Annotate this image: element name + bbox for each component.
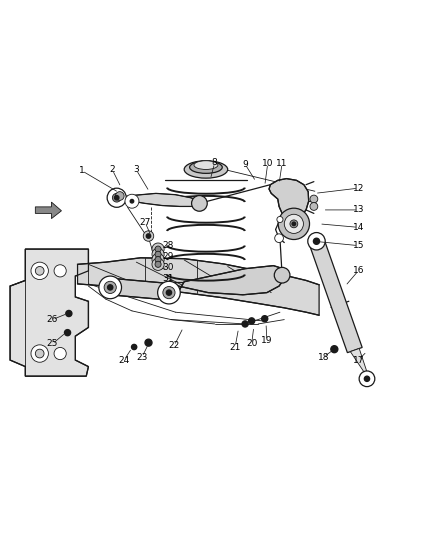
Circle shape	[290, 220, 298, 228]
Circle shape	[54, 348, 66, 360]
Circle shape	[31, 345, 48, 362]
Circle shape	[155, 261, 161, 268]
Ellipse shape	[190, 161, 222, 173]
Circle shape	[130, 199, 134, 203]
Circle shape	[115, 196, 119, 200]
Circle shape	[155, 246, 161, 252]
Circle shape	[314, 238, 320, 244]
Circle shape	[125, 194, 139, 208]
Circle shape	[131, 344, 137, 350]
Text: 23: 23	[136, 352, 148, 361]
Circle shape	[284, 214, 304, 233]
Text: 17: 17	[353, 356, 364, 365]
Circle shape	[146, 234, 151, 238]
Circle shape	[364, 376, 370, 382]
Text: 15: 15	[353, 241, 364, 250]
Circle shape	[275, 234, 283, 243]
Circle shape	[274, 268, 290, 283]
Circle shape	[310, 195, 318, 203]
Circle shape	[359, 371, 375, 386]
Text: 3: 3	[134, 165, 139, 174]
Circle shape	[152, 258, 164, 270]
Circle shape	[155, 251, 161, 257]
Polygon shape	[78, 258, 319, 315]
Circle shape	[166, 290, 172, 295]
Text: 27: 27	[139, 217, 151, 227]
Circle shape	[35, 266, 44, 275]
Text: 29: 29	[162, 252, 173, 261]
Text: 9: 9	[242, 160, 248, 169]
Circle shape	[242, 321, 248, 327]
Text: 1: 1	[79, 166, 85, 175]
Circle shape	[249, 318, 254, 324]
Text: 30: 30	[162, 263, 173, 272]
Polygon shape	[10, 249, 88, 376]
Circle shape	[331, 346, 338, 353]
Circle shape	[145, 339, 152, 346]
Circle shape	[99, 276, 121, 298]
Circle shape	[152, 254, 164, 265]
Text: 18: 18	[318, 352, 329, 361]
Circle shape	[277, 216, 283, 223]
Text: 25: 25	[46, 340, 58, 349]
Text: 21: 21	[230, 343, 241, 352]
Polygon shape	[269, 179, 309, 219]
Polygon shape	[35, 202, 61, 219]
Circle shape	[152, 243, 164, 255]
Text: 24: 24	[119, 356, 130, 365]
Text: 8: 8	[212, 158, 218, 167]
Circle shape	[143, 231, 154, 241]
Circle shape	[113, 193, 121, 202]
Text: 19: 19	[261, 336, 272, 345]
Ellipse shape	[184, 161, 228, 178]
Circle shape	[54, 265, 66, 277]
Circle shape	[66, 310, 72, 317]
Circle shape	[108, 285, 113, 290]
Text: 10: 10	[262, 159, 273, 168]
Text: 22: 22	[169, 341, 180, 350]
Text: 16: 16	[353, 266, 364, 276]
Circle shape	[155, 256, 161, 263]
Circle shape	[158, 281, 180, 304]
Circle shape	[163, 287, 175, 298]
Circle shape	[64, 329, 71, 336]
Ellipse shape	[194, 161, 218, 169]
Text: 28: 28	[162, 241, 173, 250]
Circle shape	[310, 203, 318, 211]
Circle shape	[31, 262, 48, 279]
Polygon shape	[350, 349, 368, 378]
Circle shape	[116, 192, 124, 200]
Circle shape	[35, 349, 44, 358]
Circle shape	[191, 196, 207, 211]
Polygon shape	[117, 193, 199, 206]
Text: 11: 11	[276, 159, 288, 168]
Circle shape	[292, 222, 296, 225]
Circle shape	[308, 232, 325, 250]
Polygon shape	[309, 239, 362, 353]
Text: 31: 31	[162, 274, 173, 283]
Circle shape	[152, 248, 164, 261]
Polygon shape	[106, 265, 284, 301]
Text: 12: 12	[353, 184, 364, 192]
Circle shape	[278, 208, 310, 239]
Text: 13: 13	[353, 205, 364, 214]
Text: 14: 14	[353, 223, 364, 232]
Circle shape	[104, 281, 116, 294]
Circle shape	[107, 188, 126, 207]
Circle shape	[261, 316, 268, 322]
Text: 26: 26	[46, 315, 58, 324]
Text: 20: 20	[246, 340, 258, 349]
Text: 2: 2	[110, 165, 115, 174]
